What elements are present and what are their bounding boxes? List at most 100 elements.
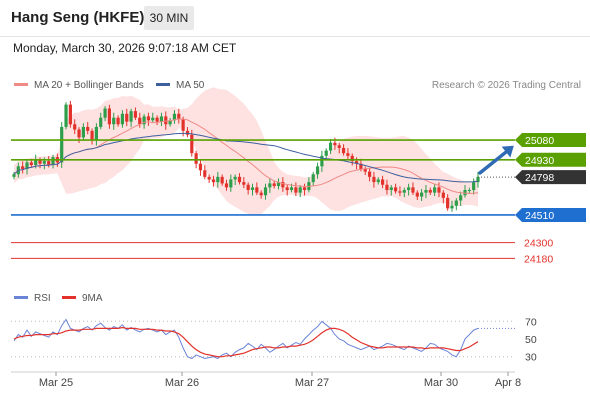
- x-tick-label: Mar 25: [39, 377, 73, 389]
- candle-body: [346, 153, 350, 156]
- candle-body: [350, 155, 354, 162]
- candle-body: [138, 117, 142, 125]
- candle-body: [90, 130, 94, 141]
- candle-body: [476, 176, 480, 183]
- candle-body: [159, 116, 164, 122]
- rsi-tick-50: 50: [525, 334, 537, 346]
- legend-rsi-label: RSI: [34, 293, 51, 304]
- candle-body: [398, 191, 402, 193]
- candle-body: [125, 113, 129, 122]
- candle-body: [367, 171, 372, 177]
- candle-body: [320, 155, 324, 167]
- ma9-swatch: [62, 295, 76, 299]
- candle-body: [394, 187, 398, 192]
- level-tag-24510: [515, 207, 586, 222]
- candle-body: [12, 174, 16, 177]
- candle-body: [168, 120, 172, 125]
- candle-body: [389, 187, 393, 190]
- candle-body: [298, 187, 302, 193]
- candle-body: [185, 130, 190, 135]
- level-label-24300: 24300: [524, 238, 553, 250]
- candle-body: [21, 166, 25, 169]
- candle-body: [411, 187, 415, 193]
- candle-body: [263, 187, 268, 196]
- candle-body: [276, 182, 281, 187]
- research-credit: Research © 2026 Trading Central: [431, 80, 581, 91]
- candle-body: [68, 104, 72, 125]
- candle-body: [328, 142, 333, 151]
- candle-body: [433, 187, 437, 193]
- candle-body: [77, 129, 81, 138]
- candle-body: [181, 119, 185, 131]
- candle-body: [467, 190, 471, 191]
- candle-body: [86, 126, 90, 131]
- ma50-swatch: [156, 82, 170, 86]
- legend-ma20-label: MA 20 + Bollinger Bands: [34, 80, 144, 91]
- candle-body: [129, 111, 133, 122]
- candle-body: [216, 176, 220, 183]
- candle-body: [302, 187, 307, 190]
- candle-body: [73, 124, 77, 130]
- candle-body: [42, 161, 46, 164]
- candle-body: [203, 170, 207, 177]
- candle-body: [459, 195, 463, 201]
- candle-body: [285, 187, 289, 190]
- candle-body: [133, 111, 138, 118]
- x-tick-label: Apr 8: [495, 377, 521, 389]
- legend-ma50: MA 50: [156, 80, 204, 91]
- candle-body: [420, 192, 424, 197]
- rsi-ma-line: [13, 326, 479, 358]
- candle-body: [103, 108, 107, 118]
- candle-body: [454, 200, 458, 206]
- timeframe-badge[interactable]: 30 MIN: [144, 6, 194, 30]
- page-title: Hang Seng (HKFE): [11, 9, 145, 26]
- candle-body: [333, 142, 337, 146]
- candle-body: [47, 161, 51, 166]
- candle-body: [34, 159, 38, 166]
- level-label-24930: 24930: [525, 155, 554, 167]
- legend-rsi: RSI: [14, 293, 51, 304]
- candle-body: [177, 113, 181, 120]
- ma50-line: [13, 132, 479, 183]
- candle-body: [341, 147, 346, 154]
- candle-body: [281, 182, 285, 188]
- candle-body: [172, 113, 177, 121]
- candle-body: [376, 179, 380, 183]
- candle-body: [220, 176, 224, 184]
- candle-body: [259, 192, 263, 196]
- bollinger-band: [14, 87, 478, 216]
- level-label-24510: 24510: [525, 210, 554, 222]
- rsi-tick-30: 30: [525, 352, 537, 364]
- candle-body: [324, 150, 328, 156]
- candle-body: [107, 108, 112, 125]
- legend-ma50-label: MA 50: [176, 80, 205, 91]
- candle-body: [441, 192, 445, 198]
- candle-body: [29, 162, 33, 166]
- candle-body: [38, 159, 42, 164]
- candle-body: [81, 126, 85, 138]
- legend-ma9: 9MA: [62, 293, 103, 304]
- candle-body: [450, 205, 454, 209]
- candle-body: [294, 187, 298, 193]
- candle-body: [198, 163, 203, 171]
- ma20-swatch: [14, 82, 28, 86]
- candle-body: [25, 162, 29, 169]
- level-tag-24798: [515, 170, 586, 185]
- x-tick-label: Mar 27: [295, 377, 329, 389]
- candle-body: [155, 117, 159, 122]
- candle-body: [229, 179, 233, 188]
- level-label-24798: 24798: [525, 172, 554, 184]
- candle-body: [372, 176, 376, 183]
- candle-body: [437, 187, 441, 193]
- candle-body: [307, 182, 311, 190]
- candle-body: [472, 182, 476, 190]
- candle-body: [146, 116, 151, 121]
- candle-body: [311, 174, 315, 183]
- level-label-25080: 25080: [525, 135, 554, 147]
- candle-body: [272, 183, 276, 187]
- candle-body: [116, 117, 120, 125]
- candle-body: [385, 184, 389, 190]
- candle-body: [407, 187, 411, 190]
- candle-body: [151, 117, 155, 121]
